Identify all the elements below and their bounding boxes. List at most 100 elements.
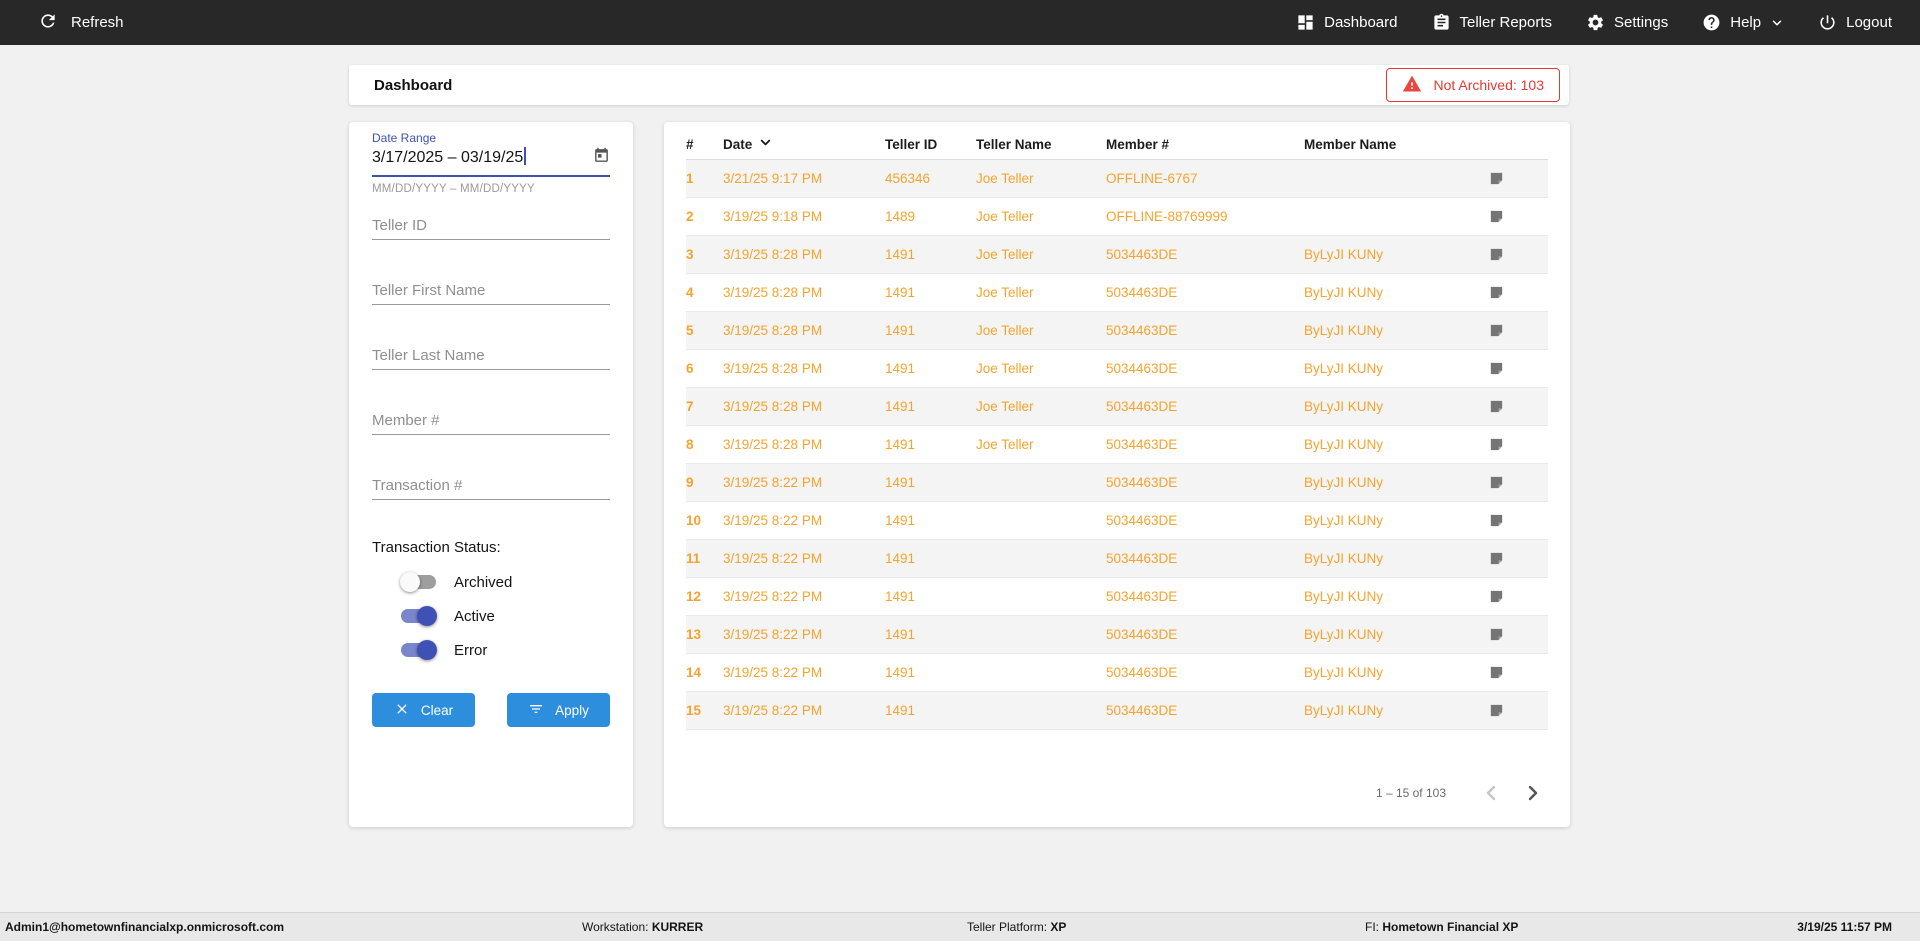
date-cell: 3/19/25 8:22 PM xyxy=(723,551,823,566)
prev-page-chevron-left-icon[interactable] xyxy=(1480,781,1504,805)
note-icon[interactable] xyxy=(1488,436,1548,453)
field-placeholder: Teller ID xyxy=(372,217,428,234)
member-name-cell: ByLyJI KUNy xyxy=(1304,627,1384,642)
member-number-cell: 5034463DE xyxy=(1106,361,1178,376)
refresh-icon xyxy=(38,11,58,35)
nav-item-dashboard[interactable]: Dashboard xyxy=(1296,13,1398,32)
nav-item-logout[interactable]: Logout xyxy=(1818,13,1892,32)
table-row[interactable]: 13 3/19/25 8:22 PM 1491 5034463DE ByLyJI KUN… xyxy=(686,616,1548,654)
apply-label: Apply xyxy=(555,702,589,718)
warning-icon xyxy=(1402,74,1422,97)
nav-label-logout: Logout xyxy=(1846,14,1892,31)
date-cell: 3/19/25 8:22 PM xyxy=(723,627,823,642)
field-placeholder: Teller First Name xyxy=(372,282,486,299)
field-placeholder: Transaction # xyxy=(372,477,463,494)
table-row[interactable]: 10 3/19/25 8:22 PM 1491 5034463DE ByLyJI KUN… xyxy=(686,502,1548,540)
note-icon[interactable] xyxy=(1488,360,1548,377)
teller-id-cell: 1491 xyxy=(885,323,916,338)
not-archived-label: Not Archived: 103 xyxy=(1433,77,1544,93)
note-icon[interactable] xyxy=(1488,284,1548,301)
error-toggle[interactable] xyxy=(400,640,437,660)
table-row[interactable]: 3 3/19/25 8:28 PM 1491 Joe Teller 5034463DE B… xyxy=(686,236,1548,274)
member-number-cell: 5034463DE xyxy=(1106,437,1178,452)
refresh-button[interactable]: Refresh xyxy=(38,11,124,35)
table-row[interactable]: 6 3/19/25 8:28 PM 1491 Joe Teller 5034463DE B… xyxy=(686,350,1548,388)
date-range-input[interactable]: 3/17/2025 – 03/19/25 xyxy=(372,147,527,167)
table-row[interactable]: 14 3/19/25 8:22 PM 1491 5034463DE ByLyJI KUN… xyxy=(686,654,1548,692)
note-icon[interactable] xyxy=(1488,512,1548,529)
note-icon[interactable] xyxy=(1488,246,1548,263)
next-page-chevron-right-icon[interactable] xyxy=(1520,781,1544,805)
teller-id-cell: 1491 xyxy=(885,437,916,452)
note-icon[interactable] xyxy=(1488,398,1548,415)
chevron-down-icon xyxy=(1770,16,1784,30)
note-icon[interactable] xyxy=(1488,474,1548,491)
note-icon[interactable] xyxy=(1488,170,1548,187)
nav-item-teller-reports[interactable]: Teller Reports xyxy=(1432,13,1552,32)
teller-id-cell: 1491 xyxy=(885,589,916,604)
teller-id-cell: 1489 xyxy=(885,209,916,224)
table-row[interactable]: 5 3/19/25 8:28 PM 1491 Joe Teller 5034463DE B… xyxy=(686,312,1548,350)
date-cell: 3/19/25 9:18 PM xyxy=(723,209,823,224)
col-header-member-name[interactable]: Member Name xyxy=(1304,136,1397,152)
member-number-cell: 5034463DE xyxy=(1106,703,1178,718)
note-icon[interactable] xyxy=(1488,550,1548,567)
member-name-cell: ByLyJI KUNy xyxy=(1304,551,1384,566)
table-row[interactable]: 4 3/19/25 8:28 PM 1491 Joe Teller 5034463DE B… xyxy=(686,274,1548,312)
date-range-hint: MM/DD/YYYY – MM/DD/YYYY xyxy=(372,183,535,195)
table-row[interactable]: 9 3/19/25 8:22 PM 1491 5034463DE ByLyJI KUNy xyxy=(686,464,1548,502)
table-row[interactable]: 2 3/19/25 9:18 PM 1489 Joe Teller OFFLINE-88… xyxy=(686,198,1548,236)
note-icon[interactable] xyxy=(1488,664,1548,681)
member-name-cell: ByLyJI KUNy xyxy=(1304,399,1384,414)
table-row[interactable]: 11 3/19/25 8:22 PM 1491 5034463DE ByLyJI KUN… xyxy=(686,540,1548,578)
note-icon[interactable] xyxy=(1488,322,1548,339)
table-row[interactable]: 15 3/19/25 8:22 PM 1491 5034463DE ByLyJI KUN… xyxy=(686,692,1548,730)
refresh-label: Refresh xyxy=(71,14,124,31)
member-number-field[interactable]: Member # xyxy=(372,405,610,435)
date-cell: 3/19/25 8:22 PM xyxy=(723,665,823,680)
teller-last-name-field[interactable]: Teller Last Name xyxy=(372,340,610,370)
gear-icon xyxy=(1586,13,1605,32)
note-icon[interactable] xyxy=(1488,626,1548,643)
teller-first-name-field[interactable]: Teller First Name xyxy=(372,275,610,305)
teller-name-cell: Joe Teller xyxy=(976,171,1034,186)
pagination-range: 1 – 15 of 103 xyxy=(1375,786,1446,800)
table-row[interactable]: 8 3/19/25 8:28 PM 1491 Joe Teller 5034463DE B… xyxy=(686,426,1548,464)
note-icon[interactable] xyxy=(1488,208,1548,225)
date-cell: 3/19/25 8:22 PM xyxy=(723,475,823,490)
toggle-label: Archived xyxy=(454,573,513,591)
row-number: 12 xyxy=(686,589,702,604)
col-header-member-number[interactable]: Member # xyxy=(1106,136,1170,152)
member-number-cell: 5034463DE xyxy=(1106,323,1178,338)
apply-button[interactable]: Apply xyxy=(507,693,610,727)
teller-id-cell: 1491 xyxy=(885,399,916,414)
col-header-teller-id[interactable]: Teller ID xyxy=(885,136,938,152)
power-icon xyxy=(1818,13,1837,32)
col-header-date[interactable]: Date xyxy=(723,135,885,153)
table-row[interactable]: 1 3/21/25 9:17 PM 456346 Joe Teller OFFLINE-… xyxy=(686,160,1548,198)
nav-item-settings[interactable]: Settings xyxy=(1586,13,1668,32)
table-row[interactable]: 12 3/19/25 8:22 PM 1491 5034463DE ByLyJI KUN… xyxy=(686,578,1548,616)
row-number: 8 xyxy=(686,437,694,452)
nav-item-help[interactable]: Help xyxy=(1702,13,1784,32)
note-icon[interactable] xyxy=(1488,588,1548,605)
calendar-icon[interactable] xyxy=(593,147,610,169)
member-number-cell: OFFLINE-6767 xyxy=(1106,171,1198,186)
teller-id-cell: 456346 xyxy=(885,171,931,186)
teller-id-field[interactable]: Teller ID xyxy=(372,210,610,240)
transactions-table: # Date Teller ID Teller Name Member # Me… xyxy=(664,122,1570,827)
clear-button[interactable]: Clear xyxy=(372,693,475,727)
archived-toggle[interactable] xyxy=(400,572,437,592)
table-row[interactable]: 7 3/19/25 8:28 PM 1491 Joe Teller 5034463DE B… xyxy=(686,388,1548,426)
teller-name-cell: Joe Teller xyxy=(976,285,1034,300)
note-icon[interactable] xyxy=(1488,702,1548,719)
row-number: 14 xyxy=(686,665,702,680)
member-number-cell: 5034463DE xyxy=(1106,285,1178,300)
not-archived-badge[interactable]: Not Archived: 103 xyxy=(1386,68,1560,102)
top-navbar: Refresh Dashboard Teller Reports Setting… xyxy=(0,0,1920,45)
transaction-number-field[interactable]: Transaction # xyxy=(372,470,610,500)
col-header-teller-name[interactable]: Teller Name xyxy=(976,136,1052,152)
row-number: 5 xyxy=(686,323,694,338)
row-number: 1 xyxy=(686,171,694,186)
active-toggle[interactable] xyxy=(400,606,437,626)
